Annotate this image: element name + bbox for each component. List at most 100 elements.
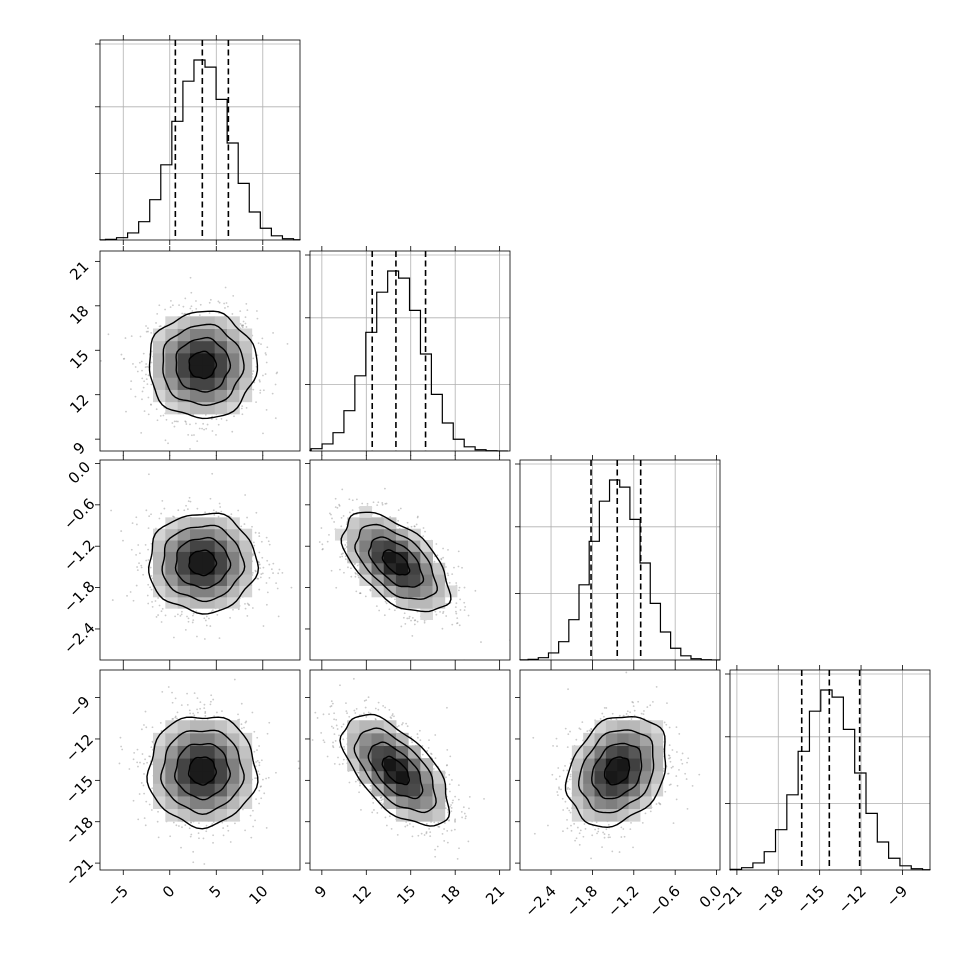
sample-point — [254, 819, 256, 822]
density-cell — [177, 770, 191, 784]
histogram-line — [519, 479, 720, 661]
sample-point — [330, 725, 333, 728]
sample-point — [428, 827, 431, 830]
sample-point — [366, 502, 369, 505]
sample-point — [150, 588, 153, 591]
sample-point — [369, 788, 372, 791]
sample-point — [333, 718, 335, 721]
sample-point — [658, 802, 660, 804]
sample-point — [348, 715, 351, 718]
sample-point — [455, 602, 458, 605]
density-cell — [583, 770, 596, 784]
sample-point — [463, 609, 466, 612]
sample-point — [445, 602, 447, 605]
sample-point — [561, 797, 564, 800]
sample-point — [408, 822, 411, 825]
sample-point — [174, 716, 177, 719]
sample-point — [242, 324, 244, 327]
sample-point — [332, 727, 335, 729]
sample-point — [242, 324, 244, 327]
sample-point — [205, 830, 208, 833]
sample-point — [599, 717, 602, 720]
sample-point — [140, 564, 143, 567]
density-cell — [226, 528, 240, 541]
density-cell — [395, 596, 409, 609]
sample-point — [421, 745, 424, 747]
sample-point — [245, 406, 248, 409]
sample-point — [184, 628, 187, 631]
sample-point — [130, 335, 133, 338]
sample-point — [145, 325, 147, 327]
sample-point — [178, 304, 180, 307]
sample-point — [442, 612, 444, 614]
sample-point — [335, 718, 338, 721]
sample-point — [188, 709, 191, 712]
sample-point — [203, 428, 205, 431]
sample-point — [192, 850, 195, 853]
density-cell — [383, 540, 397, 552]
sample-point — [357, 574, 360, 577]
density-cell — [226, 574, 240, 586]
sample-point — [416, 516, 419, 519]
sample-point — [632, 846, 634, 849]
sample-point — [637, 700, 640, 703]
sample-point — [338, 763, 341, 766]
density-cell — [152, 562, 166, 575]
sample-point — [159, 325, 162, 327]
density-cell — [177, 551, 191, 564]
density-cell — [165, 540, 179, 552]
sample-point — [338, 504, 341, 507]
sample-point — [181, 312, 184, 315]
sample-point — [401, 723, 403, 726]
sample-point — [474, 589, 477, 592]
sample-point — [620, 836, 623, 838]
sample-point — [322, 548, 324, 550]
density-cell — [239, 770, 253, 784]
density-cell — [177, 745, 191, 759]
density-cell — [214, 808, 228, 822]
sample-point — [428, 739, 430, 742]
sample-point — [557, 794, 559, 797]
sample-point — [435, 613, 438, 616]
sample-point — [181, 610, 183, 613]
sample-point — [354, 712, 357, 714]
sample-point — [205, 824, 208, 827]
density-cell — [226, 401, 240, 415]
density-cell — [189, 389, 203, 403]
scatter-panel-1-0 — [99, 250, 301, 452]
sample-point — [265, 353, 267, 356]
sample-point — [204, 710, 207, 713]
sample-point — [583, 823, 586, 825]
sample-point — [603, 707, 606, 709]
sample-point — [357, 779, 360, 782]
sample-point — [356, 771, 358, 774]
sample-point — [568, 788, 571, 790]
sample-point — [145, 800, 148, 803]
density-cell — [347, 540, 360, 552]
sample-point — [442, 547, 444, 550]
sample-point — [443, 828, 445, 830]
sample-point — [142, 573, 145, 576]
sample-point — [566, 788, 569, 790]
sample-point — [457, 798, 460, 801]
sample-point — [258, 789, 261, 792]
sample-point — [191, 614, 194, 617]
x-tick-label: 9 — [311, 882, 330, 901]
sample-point — [220, 418, 223, 420]
density-cell — [152, 783, 166, 797]
sample-point — [346, 712, 348, 715]
sample-point — [218, 502, 221, 505]
sample-point — [264, 352, 267, 354]
sample-point — [672, 822, 675, 825]
sample-point — [447, 811, 450, 814]
x-tick-label: −2.4 — [521, 882, 559, 920]
sample-point — [590, 728, 593, 731]
sample-point — [130, 388, 132, 391]
sample-point — [158, 325, 161, 328]
sample-point — [424, 530, 426, 533]
density-cell — [214, 401, 228, 415]
sample-point — [212, 509, 215, 512]
sample-point — [384, 816, 387, 819]
sample-point — [311, 739, 314, 741]
sample-point — [240, 723, 243, 726]
